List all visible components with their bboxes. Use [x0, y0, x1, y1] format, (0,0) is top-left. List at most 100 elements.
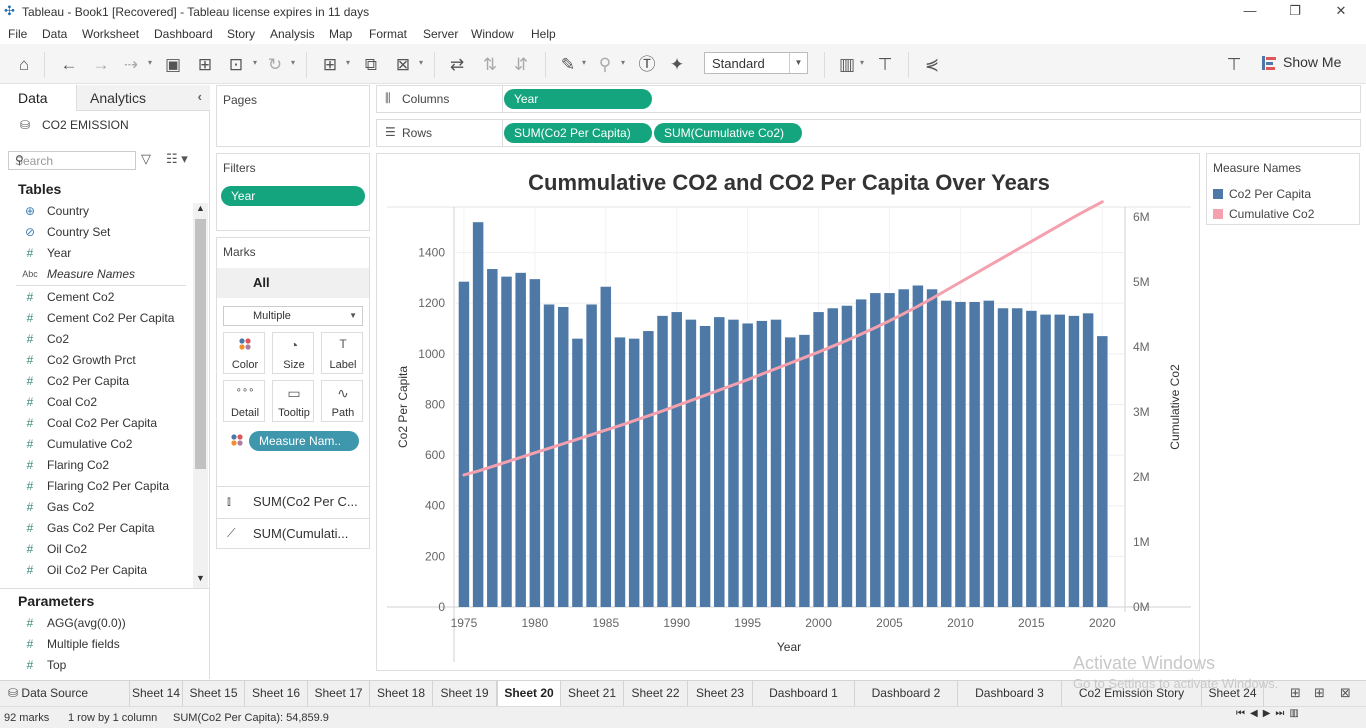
show-cards-dropdown-icon[interactable]: ▾ [860, 58, 865, 67]
sheet-tab[interactable]: Sheet 24 [1202, 681, 1264, 706]
presentation-mode-icon[interactable]: ⊤ [877, 55, 893, 74]
highlight-dropdown-icon[interactable]: ▾ [582, 58, 587, 67]
field-item[interactable]: # Gas Co2 [0, 497, 192, 518]
fix-axes-icon[interactable]: ✦ [669, 55, 685, 74]
columns-shelf[interactable]: ⫼ Columns Year [376, 85, 1361, 113]
show-me-icon[interactable] [1262, 56, 1276, 70]
sheet-tab[interactable]: Sheet 17 [308, 681, 370, 706]
marks-path-button[interactable]: ∿ Path [321, 380, 363, 422]
swap-icon[interactable]: ⇄ [449, 55, 465, 74]
refresh-icon[interactable]: ↻ [267, 55, 283, 74]
menu-worksheet[interactable]: Worksheet [82, 27, 140, 41]
menu-file[interactable]: File [8, 27, 28, 41]
scrollbar-thumb[interactable] [195, 219, 206, 469]
field-item[interactable]: # Co2 Per Capita [0, 371, 192, 392]
sheet-tab[interactable]: Sheet 23 [688, 681, 753, 706]
parameter-item[interactable]: # Top [0, 655, 192, 676]
sheet-tab[interactable]: Sheet 21 [561, 681, 624, 706]
field-item[interactable]: # Cement Co2 [0, 287, 192, 308]
refresh-dropdown-icon[interactable]: ▾ [291, 58, 296, 67]
pause-updates-icon[interactable]: ⊡ [228, 55, 244, 74]
filter-icon[interactable]: ▽ [141, 151, 151, 166]
sheet-tab[interactable]: Sheet 22 [624, 681, 688, 706]
field-item[interactable]: # Flaring Co2 Per Capita [0, 476, 192, 497]
chart-svg[interactable]: Cummulative CO2 and CO2 Per Capita Over … [377, 154, 1201, 672]
clear-sheet-icon[interactable]: ⊠ [395, 55, 411, 74]
menu-help[interactable]: Help [531, 27, 556, 41]
restore-button[interactable]: ❐ [1289, 3, 1301, 18]
replay-dropdown-icon[interactable]: ▾ [148, 58, 153, 67]
sort-descending-icon[interactable]: ⇵ [513, 55, 529, 74]
field-item[interactable]: ⊘ Country Set [0, 222, 192, 243]
filter-pill-year[interactable]: Year [221, 186, 365, 206]
field-list-scrollbar[interactable]: ▲ ▼ [193, 203, 208, 588]
field-item[interactable]: # Co2 Growth Prct [0, 350, 192, 371]
sheet-tab[interactable]: Sheet 15 [183, 681, 245, 706]
sheet-tab[interactable]: Sheet 20 [497, 681, 561, 706]
columns-pill-year[interactable]: Year [504, 89, 652, 109]
pause-dropdown-icon[interactable]: ▾ [253, 58, 258, 67]
clear-dropdown-icon[interactable]: ▾ [419, 58, 424, 67]
view-options-icon[interactable]: ☷ ▾ [166, 151, 188, 166]
new-story-tab-icon[interactable]: ⊠ [1340, 685, 1351, 700]
sheet-tab[interactable]: Sheet 18 [370, 681, 433, 706]
redo-icon[interactable]: → [92, 55, 110, 74]
field-item[interactable]: # Co2 [0, 329, 192, 350]
legend-item-cumulative-co2[interactable]: Cumulative Co2 [1213, 205, 1359, 223]
tab-data-source[interactable]: ⛁ Data Source [0, 681, 130, 706]
field-item[interactable]: # Flaring Co2 [0, 455, 192, 476]
marks-tooltip-button[interactable]: ▭ Tooltip [272, 380, 314, 422]
sheet-tab[interactable]: Dashboard 1 [753, 681, 855, 706]
show-me-button[interactable]: Show Me [1283, 54, 1342, 70]
field-item[interactable]: # Cement Co2 Per Capita [0, 308, 192, 329]
marks-size-button[interactable]: ◔ Size [272, 332, 314, 374]
duplicate-icon[interactable]: ⧉ [364, 55, 378, 74]
datasource-name[interactable]: CO2 EMISSION [42, 118, 129, 132]
sheet-nav-arrows-icon[interactable]: ⏮◀▶⏭▥ [1236, 708, 1304, 719]
search-input[interactable]: Search ⚲ [8, 151, 136, 170]
field-item[interactable]: # Year [0, 243, 192, 264]
marks-shelf-cumulative-co2[interactable]: ⟋ SUM(Cumulati... [217, 518, 369, 549]
filters-card[interactable]: Filters Year [216, 153, 370, 231]
sort-ascending-icon[interactable]: ⇅ [482, 55, 498, 74]
field-item[interactable]: Abc Measure Names [0, 264, 192, 285]
tab-analytics[interactable]: Analytics ‹ [77, 85, 210, 111]
field-item[interactable]: # Oil Co2 [0, 539, 192, 560]
rows-pill-co2-per-capita[interactable]: SUM(Co2 Per Capita) [504, 123, 652, 143]
menu-analysis[interactable]: Analysis [270, 27, 315, 41]
fit-select[interactable]: Standard ▼ [704, 52, 808, 74]
menu-dashboard[interactable]: Dashboard [154, 27, 213, 41]
marks-color-button[interactable]: Color [223, 332, 265, 374]
menu-server[interactable]: Server [423, 27, 459, 41]
rows-pill-cumulative-co2[interactable]: SUM(Cumulative Co2) [654, 123, 802, 143]
mark-type-select[interactable]: Multiple ▼ [223, 306, 363, 326]
scroll-up-icon[interactable]: ▲ [196, 203, 205, 213]
sheet-tab[interactable]: Sheet 19 [433, 681, 497, 706]
field-item[interactable]: ⊕ Country [0, 201, 192, 222]
tab-data[interactable]: Data [0, 85, 77, 111]
color-pill-measure-names[interactable]: Measure Nam.. [249, 431, 359, 451]
new-worksheet-tab-icon[interactable]: ⊞ [1290, 685, 1301, 700]
show-labels-icon[interactable]: Ⓣ [638, 55, 656, 74]
sheet-tab[interactable]: Sheet 16 [245, 681, 308, 706]
marks-detail-button[interactable]: ∘∘∘ Detail [223, 380, 265, 422]
new-dashboard-tab-icon[interactable]: ⊞ [1314, 685, 1325, 700]
format-painter-icon[interactable]: ⊤ [1226, 55, 1242, 74]
field-item[interactable]: # Oil Co2 Per Capita [0, 560, 192, 581]
minimize-button[interactable]: — [1243, 3, 1257, 18]
field-item[interactable]: # Cumulative Co2 [0, 434, 192, 455]
highlight-icon[interactable]: ✎ [560, 55, 576, 74]
show-cards-icon[interactable]: ▥ [838, 55, 856, 74]
menu-format[interactable]: Format [369, 27, 408, 41]
menu-story[interactable]: Story [227, 27, 256, 41]
parameter-item[interactable]: # AGG(avg(0.0)) [0, 613, 192, 634]
new-datasource-icon[interactable]: ⊞ [197, 55, 213, 74]
chart-view[interactable]: Cummulative CO2 and CO2 Per Capita Over … [376, 153, 1200, 671]
close-button[interactable]: ✕ [1335, 3, 1347, 18]
sheet-tab[interactable]: Dashboard 2 [855, 681, 958, 706]
menu-data[interactable]: Data [42, 27, 68, 41]
field-item[interactable]: # Gas Co2 Per Capita [0, 518, 192, 539]
marks-shelf-co2-per-capita[interactable]: ⫾ SUM(Co2 Per C... [217, 486, 369, 517]
group-icon[interactable]: ⚲ [598, 55, 612, 74]
sheet-tab[interactable]: Sheet 14 [130, 681, 183, 706]
